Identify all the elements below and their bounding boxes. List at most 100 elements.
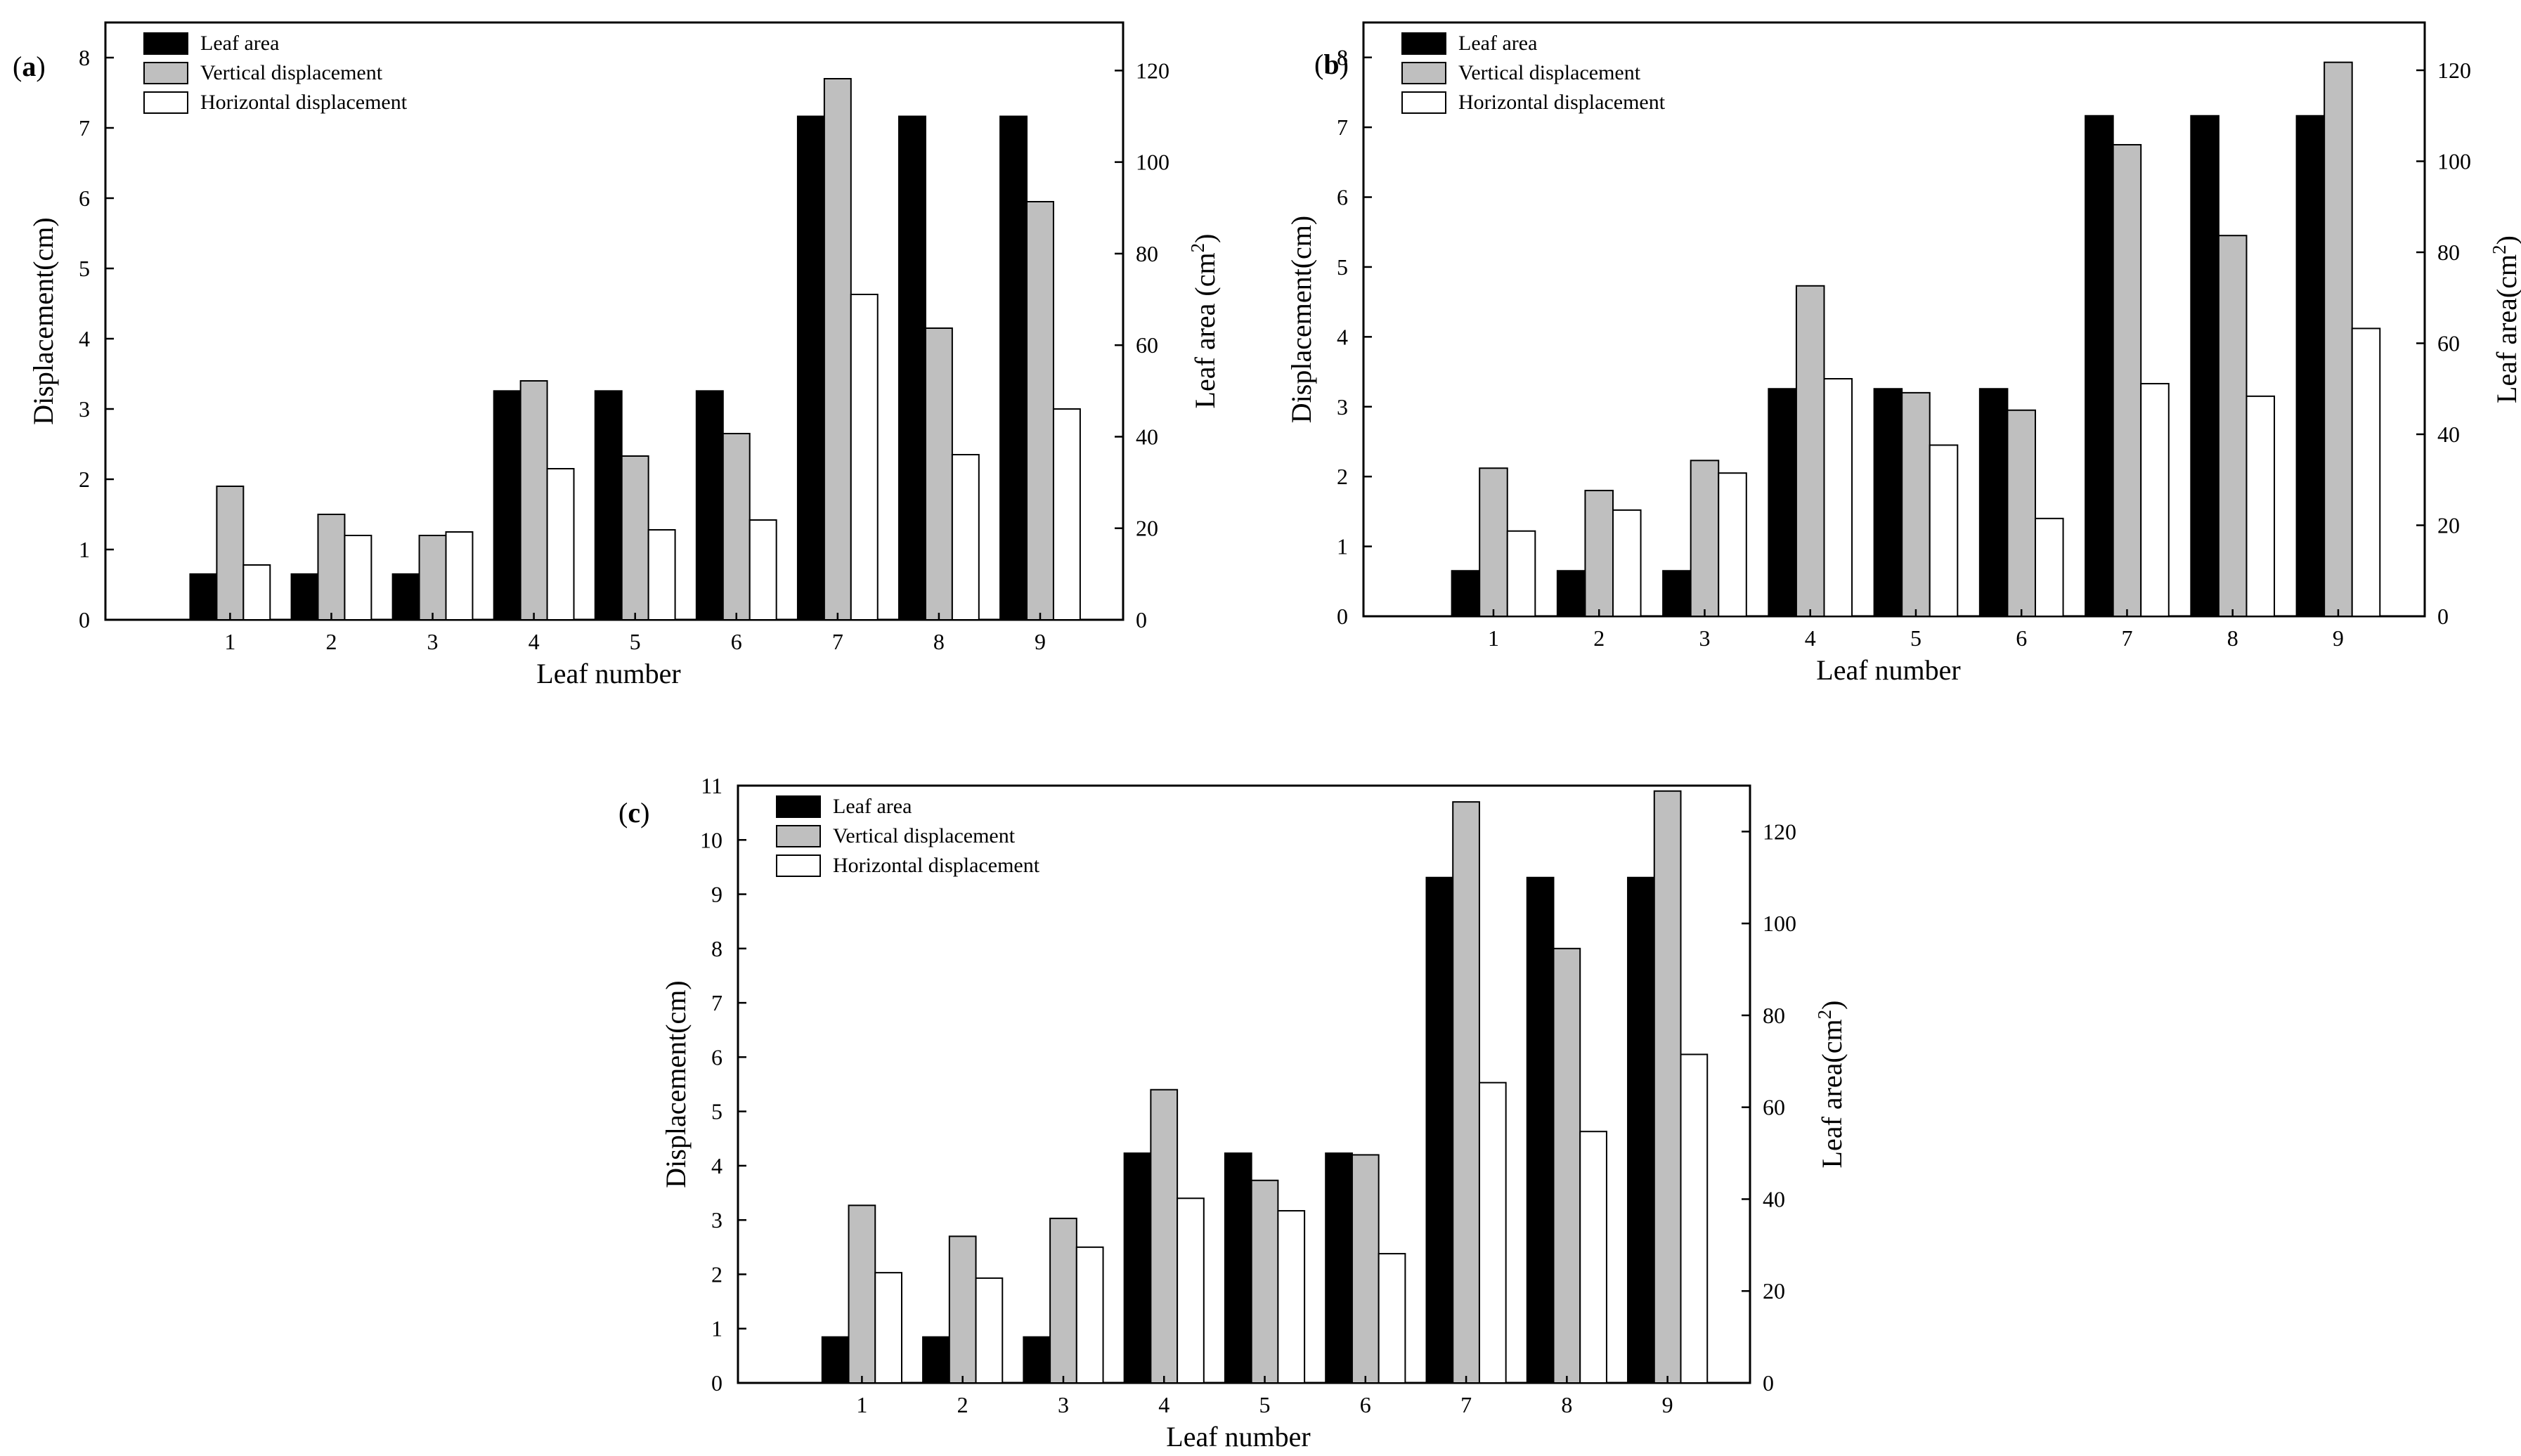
horizontal-displacement-bar bbox=[1579, 1131, 1607, 1384]
vertical-displacement-bar bbox=[1479, 467, 1508, 618]
vertical-displacement-bar bbox=[418, 535, 447, 620]
y2-tick-label: 0 bbox=[1136, 607, 1147, 632]
horizontal-displacement-bar bbox=[1277, 1210, 1306, 1384]
y-tick-label: 1 bbox=[1337, 534, 1348, 559]
x-tick-label: 7 bbox=[2121, 625, 2132, 651]
y-tick-label: 0 bbox=[711, 1370, 722, 1396]
vertical-displacement-bar bbox=[317, 514, 346, 620]
horizontal-displacement-bar bbox=[445, 531, 474, 620]
x-tick-label: 3 bbox=[427, 629, 439, 654]
leaf-area-bar bbox=[1325, 1152, 1353, 1384]
vertical-displacement-bar bbox=[1250, 1179, 1279, 1384]
horizontal-displacement-bar bbox=[951, 454, 980, 620]
vertical-displacement-bar bbox=[1690, 460, 1720, 617]
y-tick-label: 6 bbox=[79, 186, 90, 211]
x-tick-label: 7 bbox=[832, 629, 843, 654]
legend-label: Vertical displacement bbox=[200, 61, 383, 84]
leaf-area-bar bbox=[1526, 876, 1555, 1384]
x-tick-label: 5 bbox=[1910, 625, 1921, 651]
vertical-displacement-bar bbox=[1901, 391, 1931, 617]
horizontal-displacement-bar bbox=[874, 1272, 902, 1384]
y-tick-label: 7 bbox=[79, 115, 90, 141]
y-tick-label: 2 bbox=[1337, 464, 1348, 489]
y-tick-label: 11 bbox=[701, 773, 722, 798]
y-tick-label: 5 bbox=[1337, 254, 1348, 280]
x-tick-label: 4 bbox=[1158, 1392, 1169, 1417]
y2-tick-label: 100 bbox=[1136, 150, 1169, 175]
vertical-displacement-bar bbox=[948, 1235, 977, 1384]
leaf-area-bar bbox=[922, 1336, 950, 1384]
horizontal-displacement-bar bbox=[1478, 1081, 1507, 1384]
y-tick-label: 4 bbox=[1337, 324, 1348, 349]
horizontal-displacement-bar bbox=[2140, 382, 2170, 617]
y2-tick-label: 80 bbox=[2437, 240, 2460, 265]
x-tick-label: 7 bbox=[1460, 1392, 1472, 1417]
legend-label: Horizontal displacement bbox=[1458, 91, 1666, 114]
y-tick-label: 2 bbox=[711, 1261, 722, 1287]
y-tick-label: 2 bbox=[79, 467, 90, 492]
y2-tick-label: 100 bbox=[2437, 148, 2471, 174]
legend-swatch bbox=[1401, 32, 1446, 55]
panel-label: (b) bbox=[1314, 48, 1349, 80]
vertical-displacement-bar bbox=[2217, 235, 2248, 617]
y2-tick-label: 120 bbox=[1136, 58, 1169, 83]
legend-swatch bbox=[1401, 62, 1446, 84]
y-tick-label: 8 bbox=[1337, 45, 1348, 70]
y-tick-label: 6 bbox=[1337, 185, 1348, 210]
y2-axis-title: Leaf area(cm2) bbox=[2489, 235, 2521, 403]
horizontal-displacement-bar bbox=[2034, 517, 2064, 618]
legend-swatch bbox=[1401, 91, 1446, 114]
legend-label: Leaf area bbox=[200, 32, 279, 55]
y2-tick-label: 40 bbox=[1136, 424, 1158, 449]
leaf-area-bar bbox=[493, 390, 521, 621]
y2-tick-label: 0 bbox=[2437, 604, 2449, 629]
leaf-area-bar bbox=[821, 1336, 850, 1384]
leaf-area-bar bbox=[1978, 388, 2009, 618]
x-tick-label: 4 bbox=[1805, 625, 1816, 651]
y-tick-label: 1 bbox=[79, 537, 90, 562]
vertical-displacement-bar bbox=[823, 78, 852, 620]
leaf-area-bar bbox=[1662, 570, 1692, 617]
horizontal-displacement-bar bbox=[242, 564, 271, 620]
leaf-area-bar bbox=[796, 115, 825, 620]
vertical-displacement-bar bbox=[1553, 947, 1581, 1384]
panel-c: (c) 0 1 2 3 4 5 6 7 8 9 10 11 0 20 40 60 80 100 120 1 2 3 4 5 6 7 8… bbox=[618, 773, 1848, 1452]
y-tick-label: 8 bbox=[711, 936, 722, 961]
y2-tick-label: 20 bbox=[1763, 1278, 1785, 1304]
horizontal-displacement-bar bbox=[1680, 1053, 1709, 1384]
horizontal-displacement-bar bbox=[344, 535, 372, 620]
y2-axis-title: Leaf area (cm2) bbox=[1187, 234, 1221, 409]
horizontal-displacement-bar bbox=[1378, 1253, 1406, 1384]
y2-tick-label: 120 bbox=[1763, 819, 1796, 844]
legend-label: Vertical displacement bbox=[833, 824, 1016, 847]
legend-swatch bbox=[143, 32, 188, 55]
vertical-displacement-bar bbox=[2324, 61, 2353, 617]
horizontal-displacement-bar bbox=[546, 468, 575, 620]
y-tick-label: 3 bbox=[711, 1207, 722, 1233]
y-tick-label: 4 bbox=[79, 326, 90, 351]
x-tick-label: 1 bbox=[1488, 625, 1499, 651]
vertical-displacement-bar bbox=[1452, 801, 1480, 1384]
x-tick-label: 6 bbox=[731, 629, 742, 654]
leaf-area-bar bbox=[1425, 876, 1454, 1384]
leaf-area-bar bbox=[1123, 1152, 1152, 1384]
horizontal-displacement-bar bbox=[1506, 530, 1536, 618]
x-tick-label: 8 bbox=[1561, 1392, 1572, 1417]
vertical-displacement-bar bbox=[1795, 285, 1825, 617]
x-tick-label: 8 bbox=[933, 629, 945, 654]
panel-label: (c) bbox=[618, 797, 649, 828]
legend-swatch bbox=[143, 62, 188, 84]
y2-tick-label: 40 bbox=[2437, 422, 2460, 447]
x-tick-label: 9 bbox=[1035, 629, 1046, 654]
x-tick-label: 5 bbox=[630, 629, 641, 654]
vertical-displacement-bar bbox=[2007, 409, 2036, 617]
legend-label: Horizontal displacement bbox=[200, 91, 408, 114]
leaf-area-bar bbox=[695, 390, 724, 621]
y2-tick-label: 20 bbox=[2437, 512, 2460, 538]
leaf-area-bar bbox=[594, 390, 623, 621]
horizontal-displacement-bar bbox=[1052, 408, 1081, 620]
x-tick-label: 3 bbox=[1058, 1392, 1069, 1417]
horizontal-displacement-bar bbox=[850, 294, 879, 620]
